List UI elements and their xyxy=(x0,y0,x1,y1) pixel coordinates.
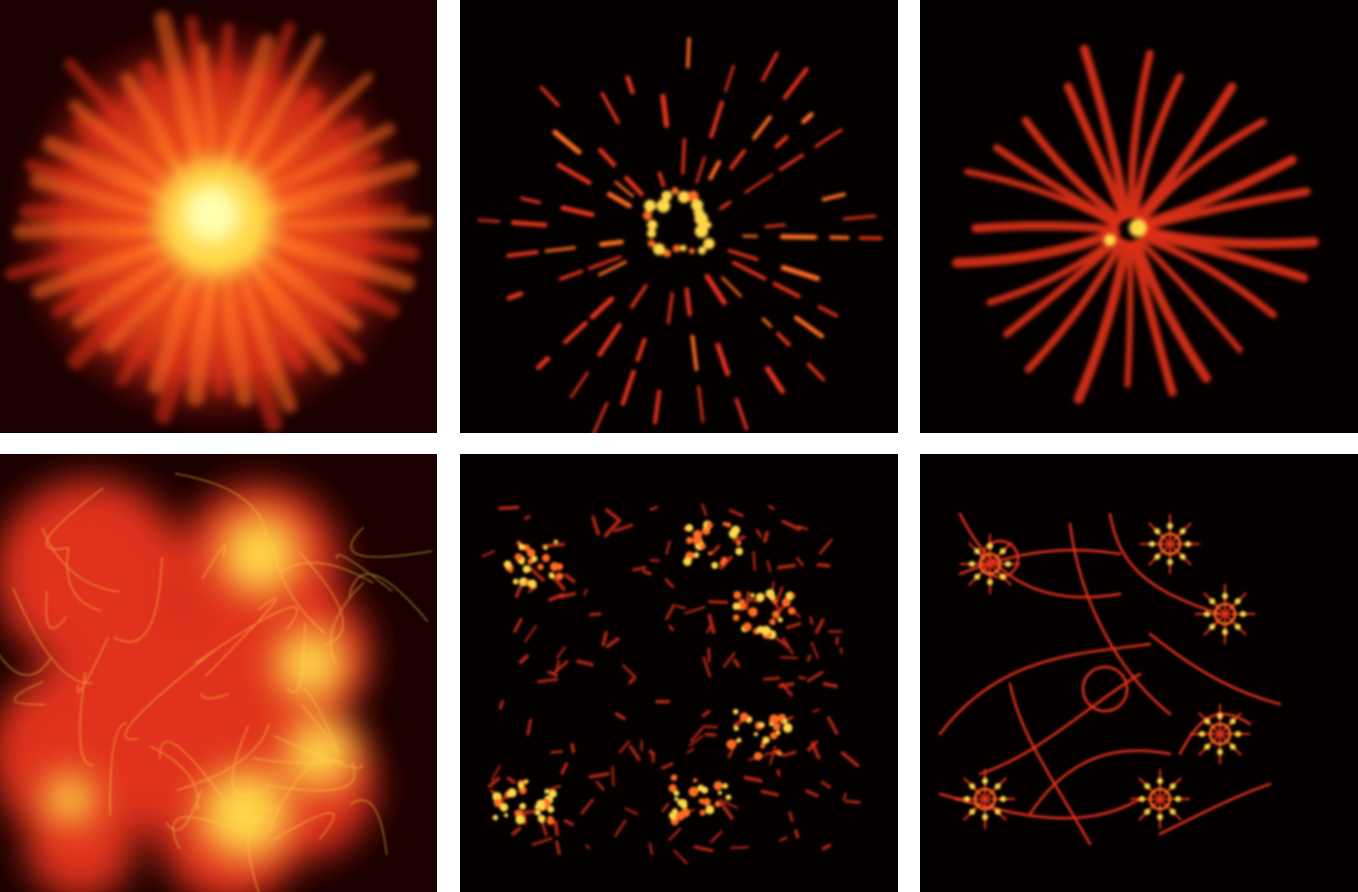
panel-network-sharp xyxy=(920,454,1358,892)
ring-center xyxy=(1081,665,1129,713)
panel-starburst-sharp xyxy=(920,0,1358,433)
cluster-1 xyxy=(682,520,743,569)
cluster-4 xyxy=(668,774,731,826)
cluster-6 xyxy=(503,539,563,589)
filament-rays xyxy=(951,44,1319,404)
panel-starburst-diffuse xyxy=(0,0,437,433)
faint-streaks xyxy=(0,472,433,892)
cluster-5 xyxy=(491,779,557,826)
network-sharp-image xyxy=(938,512,1282,846)
fragment-network xyxy=(480,503,861,865)
starburst-fragmented-image xyxy=(476,37,883,433)
panel-network-fragmented xyxy=(459,454,898,892)
starburst-rays xyxy=(4,11,432,433)
starburst-sharp-image xyxy=(951,44,1319,404)
cluster-2 xyxy=(731,589,796,640)
bright-clusters xyxy=(45,514,355,859)
cluster-3 xyxy=(725,708,792,761)
network-fragmented-image xyxy=(480,503,861,865)
panel-starburst-fragmented xyxy=(459,0,898,433)
star-clusters xyxy=(955,514,1255,829)
panel-network-diffuse xyxy=(0,454,437,892)
core-ring xyxy=(642,187,715,258)
starburst-diffuse-image xyxy=(0,0,437,433)
fragment-marks xyxy=(476,37,883,433)
network-diffuse-image xyxy=(0,454,437,892)
